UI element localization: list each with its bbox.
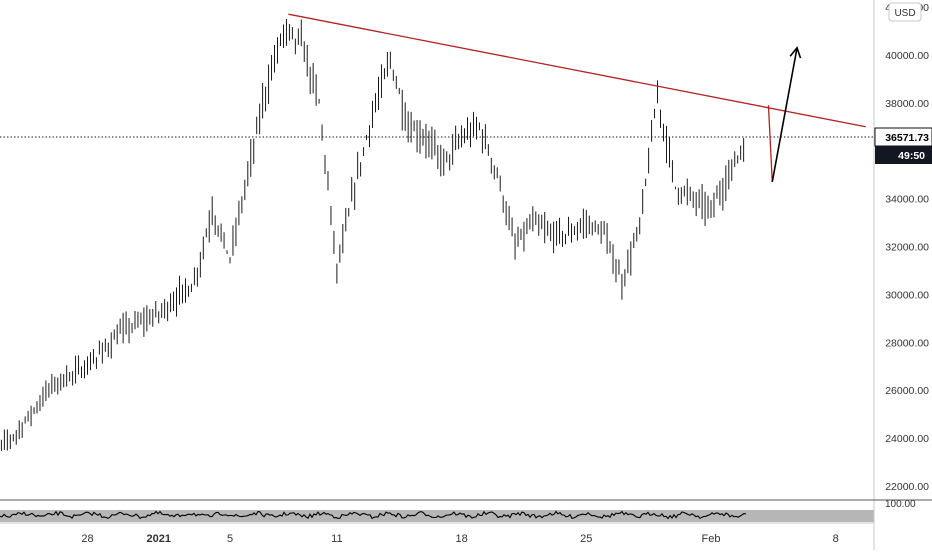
x-tick-label: 8 bbox=[833, 533, 839, 545]
x-tick-label: 11 bbox=[331, 533, 342, 545]
x-tick-label: 25 bbox=[580, 533, 592, 545]
projection-up-arrowhead bbox=[789, 46, 802, 59]
price-labels: USD 36571.73 49:50 bbox=[874, 2, 932, 165]
currency-badge bbox=[888, 2, 922, 22]
rsi-pane: 100.00 bbox=[0, 499, 916, 522]
y-tick-label: 26000.00 bbox=[885, 385, 929, 397]
y-tick-label: 34000.00 bbox=[885, 194, 929, 206]
y-tick-label: 28000.00 bbox=[885, 337, 929, 349]
y-tick-label: 24000.00 bbox=[885, 433, 929, 445]
x-tick-label: 2021 bbox=[146, 533, 170, 545]
current-price-value: 36571.73 bbox=[885, 132, 929, 144]
x-tick-label: 18 bbox=[455, 533, 467, 545]
projection-up-line bbox=[771, 47, 798, 182]
countdown-value: 49:50 bbox=[898, 150, 925, 162]
y-tick-label: 40000.00 bbox=[885, 50, 929, 62]
resistance-trendline bbox=[288, 13, 866, 128]
y-tick-label: 38000.00 bbox=[885, 98, 929, 110]
y-tick-label: 22000.00 bbox=[885, 481, 929, 493]
projection-down-line bbox=[767, 105, 773, 182]
currency-label: USD bbox=[894, 8, 915, 19]
x-tick-label: Feb bbox=[702, 533, 721, 545]
x-tick-label: 28 bbox=[81, 533, 93, 545]
y-tick-label: 32000.00 bbox=[885, 242, 929, 254]
x-tick-label: 5 bbox=[227, 533, 233, 545]
countdown-badge bbox=[875, 146, 932, 165]
rsi-line bbox=[0, 510, 747, 520]
y-tick-label: 30000.00 bbox=[885, 289, 929, 301]
annotation-layer bbox=[288, 13, 866, 182]
price-layer bbox=[0, 19, 874, 451]
rsi-tick-label: 100.00 bbox=[885, 499, 916, 510]
